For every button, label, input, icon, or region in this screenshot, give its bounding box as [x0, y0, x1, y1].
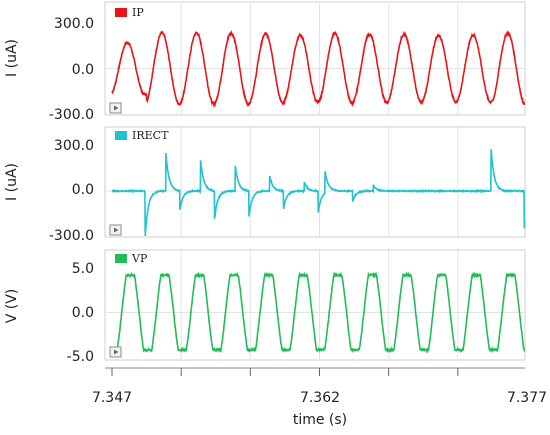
legend-swatch-vp [115, 254, 127, 263]
ytick-ip-bot: -300.0 [49, 107, 94, 123]
ytick-vp-bot: -5.0 [67, 349, 94, 365]
ytick-vp-mid: 0.0 [72, 305, 94, 321]
expand-button-irect[interactable] [109, 224, 122, 236]
panel-irect: IRECT 300.0 0.0 -300.0 I (uA) [4, 126, 526, 244]
xtick-label-1: 7.362 [300, 390, 340, 406]
ylabel-vp: V (V) [4, 289, 20, 324]
legend-label-irect: IRECT [132, 129, 169, 142]
play-icon-ip [114, 105, 119, 111]
ytick-vp-top: 5.0 [72, 261, 94, 277]
panel-vp-grid [105, 248, 525, 359]
xtick-label-0: 7.347 [92, 390, 132, 406]
legend-swatch-irect [115, 131, 127, 140]
expand-button-vp[interactable] [109, 346, 122, 358]
series-ip-line [111, 29, 526, 108]
ytick-irect-top: 300.0 [54, 138, 94, 154]
ylabel-ip: I (uA) [4, 39, 20, 77]
legend-label-vp: VP [131, 252, 148, 265]
panel-vp: VP 5.0 0.0 -5.0 V (V) [4, 248, 526, 365]
series-irect-line [111, 149, 526, 236]
ytick-ip-top: 300.0 [54, 16, 94, 32]
ytick-ip-mid: 0.0 [72, 62, 94, 78]
play-icon-irect [114, 227, 119, 233]
x-axis-label: time (s) [293, 412, 347, 428]
play-icon-vp [114, 349, 119, 355]
expand-button-ip[interactable] [109, 102, 122, 114]
panel-irect-frame [104, 126, 526, 238]
panel-ip-grid [105, 4, 525, 115]
panel-ip: IP 300.0 0.0 -300.0 I (uA) [4, 1, 526, 123]
ytick-irect-mid: 0.0 [72, 182, 94, 198]
ytick-irect-bot: -300.0 [49, 228, 94, 244]
legend-label-ip: IP [132, 6, 144, 19]
ylabel-irect: I (uA) [4, 163, 20, 201]
legend-swatch-ip [115, 8, 127, 17]
x-axis: 7.347 7.362 7.377 time (s) [92, 367, 547, 428]
series-vp-line [111, 271, 526, 354]
x-axis-ticks [111, 368, 459, 376]
xtick-label-2: 7.377 [507, 390, 547, 406]
